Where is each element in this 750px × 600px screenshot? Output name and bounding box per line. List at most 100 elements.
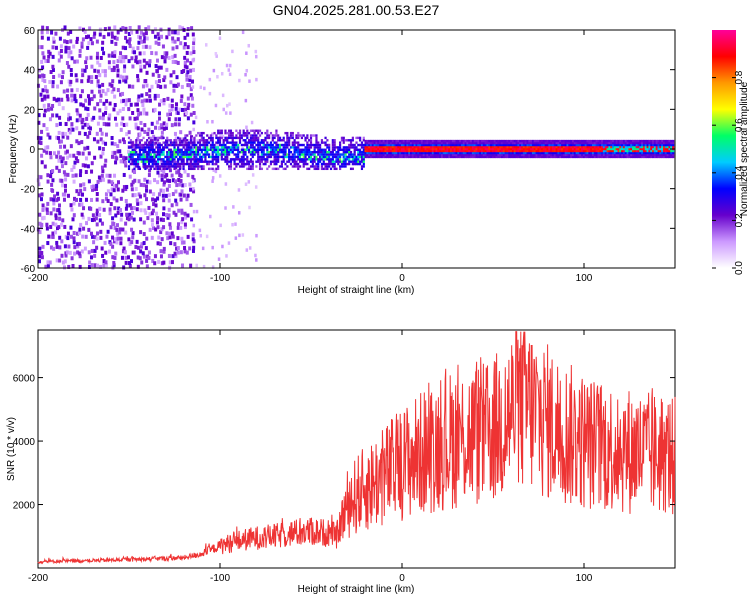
spectrogram-signal-cell xyxy=(242,150,245,154)
spectrogram-carrier-cell xyxy=(384,143,387,147)
spectrogram-noise-cell xyxy=(88,131,92,136)
spectrogram-carrier-cell xyxy=(522,149,526,153)
spectrogram-signal-cell xyxy=(240,148,243,151)
spectrogram-signal-cell xyxy=(228,153,231,156)
spectrogram-noise-cell xyxy=(224,206,227,210)
spectrogram-noise-cell xyxy=(41,88,45,93)
spectrogram-noise-cell xyxy=(121,91,125,96)
spectrogram-signal-cell xyxy=(184,153,187,156)
spectrogram-signal-cell xyxy=(224,129,227,132)
spectrogram-signal-cell xyxy=(200,167,203,171)
spectrogram-carrier-cell xyxy=(377,141,380,145)
spectrogram-signal-cell xyxy=(242,139,245,142)
spectrogram-carrier-cell xyxy=(571,153,575,157)
spectrogram-carrier-cell xyxy=(399,147,402,151)
spectrogram-signal-cell xyxy=(266,158,269,161)
spectrogram-noise-cell xyxy=(75,87,79,92)
spectrogram-signal-cell xyxy=(308,148,311,151)
spectrogram-noise-cell xyxy=(186,70,190,75)
spectrogram-noise-cell xyxy=(128,174,132,179)
spectrogram-signal-cell xyxy=(248,150,251,154)
spectrogram-noise-cell xyxy=(93,253,97,258)
spectrogram-noise-cell xyxy=(37,45,41,50)
spectrogram-signal-cell xyxy=(178,155,182,159)
spectrogram-signal-cell xyxy=(277,153,280,156)
spectrogram-signal-cell xyxy=(251,150,254,154)
spectrogram-signal-cell xyxy=(362,148,365,151)
spectrogram-carrier-cell xyxy=(488,149,491,153)
snr-x-tick-label: -100 xyxy=(210,573,230,584)
spectrogram-noise-cell xyxy=(99,98,103,103)
spectrogram-signal-cell xyxy=(217,141,220,144)
spectrogram-noise-cell xyxy=(85,35,89,40)
spectrogram-carrier-cell xyxy=(579,145,582,149)
spectrogram-signal-cell xyxy=(193,143,196,147)
spectrogram-carrier-cell xyxy=(635,151,638,155)
spectrogram-carrier-cell xyxy=(437,145,440,149)
spectrogram-carrier-cell xyxy=(664,141,667,145)
spectrogram-signal-cell xyxy=(206,143,209,147)
spectrogram-signal-cell xyxy=(191,141,194,144)
spectrogram-carrier-cell xyxy=(661,151,664,155)
spectrogram-carrier-cell xyxy=(635,145,638,149)
spectrogram-carrier-cell xyxy=(364,151,367,155)
spectrogram-noise-cell xyxy=(180,139,184,144)
spectrogram-carrier-cell xyxy=(393,143,396,147)
spectrogram-carrier-cell xyxy=(559,153,562,157)
spectrogram-signal-cell xyxy=(269,148,273,151)
spectrogram-signal-cell xyxy=(298,134,302,137)
spectrogram-noise-cell xyxy=(184,215,188,220)
spectrogram-noise-cell xyxy=(225,103,229,108)
spectrogram-carrier-cell xyxy=(375,149,378,153)
spectrogram-carrier-cell xyxy=(497,151,500,155)
spectrogram-noise-cell xyxy=(110,83,114,88)
spectrogram-noise-cell xyxy=(102,101,106,106)
spectrogram-carrier-cell xyxy=(551,151,555,155)
spectrogram-signal-cell xyxy=(217,153,220,156)
spectrogram-noise-cell xyxy=(105,234,109,239)
spectrogram-noise-cell xyxy=(88,126,92,131)
spectrogram-signal-cell xyxy=(195,134,198,137)
spectrogram-noise-cell xyxy=(133,193,137,198)
spectrogram-carrier-cell xyxy=(519,139,522,143)
spectrogram-noise-cell xyxy=(127,237,131,242)
spectrogram-noise-cell xyxy=(135,116,139,121)
spectrogram-signal-cell xyxy=(320,150,324,154)
spectrogram-signal-cell xyxy=(289,131,293,135)
spectrogram-carrier-cell xyxy=(513,149,516,153)
spectrogram-carrier-cell xyxy=(606,151,609,155)
spectrogram-carrier-cell xyxy=(570,143,573,147)
spectrogram-carrier-cell xyxy=(586,147,589,151)
spectrogram-noise-cell xyxy=(121,227,125,232)
spectrogram-noise-cell xyxy=(211,119,214,124)
spectrogram-signal-cell xyxy=(293,139,296,142)
spectrogram-carrier-cell xyxy=(473,143,476,147)
spectrogram-noise-cell xyxy=(54,45,58,50)
spectrogram-noise-cell xyxy=(136,126,140,131)
spectrogram-noise-cell xyxy=(136,264,140,269)
spectrogram-carrier-cell xyxy=(513,155,516,159)
spectrogram-noise-cell xyxy=(75,39,79,44)
spectrogram-carrier-cell xyxy=(582,139,586,143)
spectrogram-noise-cell xyxy=(41,203,45,208)
spectrogram-noise-cell xyxy=(78,48,82,53)
spectrogram-carrier-cell xyxy=(408,143,411,147)
spectrogram-signal-cell xyxy=(158,136,162,140)
spectrogram-signal-cell xyxy=(177,143,180,147)
spectrogram-noise-cell xyxy=(153,27,157,32)
spectrogram-carrier-cell xyxy=(497,153,500,157)
spectrogram-noise-cell xyxy=(137,34,141,39)
spectrogram-carrier-cell xyxy=(602,147,606,151)
spectrogram-noise-cell xyxy=(168,260,172,265)
spectrogram-noise-cell xyxy=(61,156,65,161)
spectrogram-signal-cell xyxy=(324,143,327,147)
spectrogram-carrier-cell xyxy=(450,139,453,143)
spectrogram-signal-cell xyxy=(189,141,192,144)
spectrogram-signal-cell xyxy=(175,153,178,156)
spectrogram-noise-cell xyxy=(39,175,43,180)
spectrogram-signal-cell xyxy=(193,141,196,144)
spectrogram-carrier-cell xyxy=(582,145,586,149)
spectrogram-signal-cell xyxy=(135,139,138,142)
spectrogram-signal-cell xyxy=(166,167,169,171)
spectrogram-signal-cell xyxy=(297,150,300,154)
